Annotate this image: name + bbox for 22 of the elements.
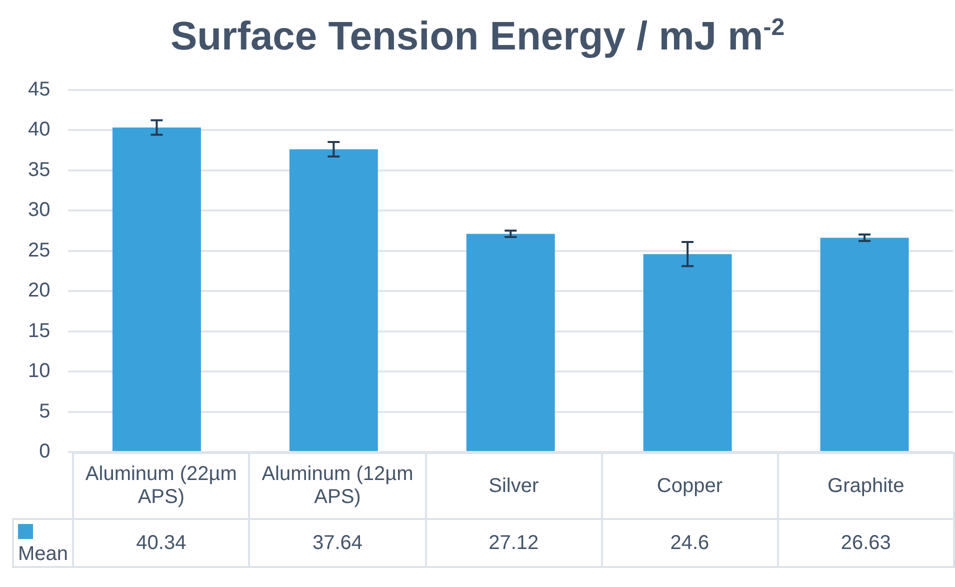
y-tick-label: 0 <box>39 440 50 463</box>
x-tick-label: Copper <box>602 453 778 519</box>
data-label: 24.6 <box>602 519 778 567</box>
legend-label: Mean <box>13 519 74 567</box>
x-tick-label: Silver <box>426 453 602 519</box>
y-tick-label: 10 <box>28 360 50 382</box>
x-tick-label: Graphite <box>778 453 954 519</box>
data-label: 27.12 <box>426 519 602 567</box>
data-label: 37.64 <box>249 519 426 567</box>
x-tick-label: Aluminum (12µm APS) <box>249 453 426 519</box>
y-tick-label: 45 <box>28 78 50 101</box>
chart-title: Surface Tension Energy / mJ m$^{-2}$ <box>169 14 786 60</box>
y-tick-label: 25 <box>28 239 50 262</box>
y-tick-label: 15 <box>28 320 50 342</box>
y-tick-label: 20 <box>28 280 50 302</box>
y-tick-label: 35 <box>28 158 50 181</box>
y-tick-label: 30 <box>28 199 50 222</box>
data-label: 26.63 <box>778 519 954 567</box>
y-tick-label: 40 <box>28 118 50 141</box>
x-tick-label: Aluminum (22µm APS) <box>73 453 250 519</box>
data-label: 40.34 <box>73 519 250 567</box>
y-tick-label: 5 <box>39 400 50 422</box>
